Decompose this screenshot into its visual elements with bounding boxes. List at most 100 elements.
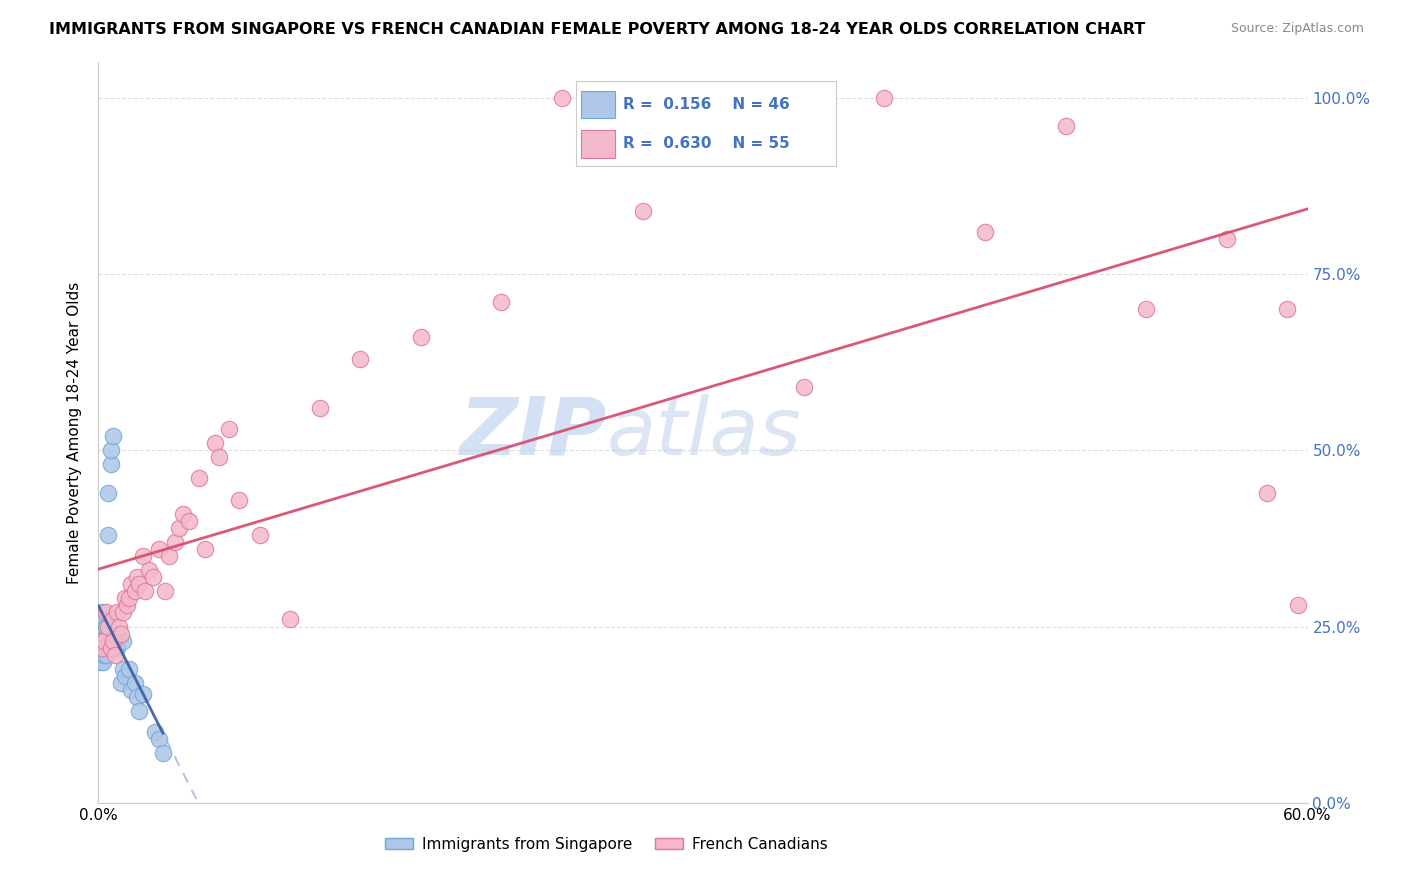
Point bbox=[148, 541, 170, 556]
Point bbox=[89, 612, 111, 626]
Point bbox=[90, 630, 112, 644]
Point bbox=[100, 640, 122, 655]
Point bbox=[114, 591, 136, 606]
Point bbox=[208, 450, 231, 465]
Point bbox=[1135, 302, 1157, 317]
Text: atlas: atlas bbox=[606, 393, 801, 472]
Point bbox=[93, 633, 115, 648]
Point bbox=[1216, 232, 1239, 246]
Point bbox=[124, 584, 146, 599]
Point bbox=[309, 401, 332, 415]
Point bbox=[103, 626, 125, 640]
Point bbox=[163, 535, 186, 549]
Point bbox=[111, 662, 134, 676]
Point bbox=[148, 732, 170, 747]
Point bbox=[94, 612, 117, 626]
Point bbox=[249, 528, 271, 542]
Point bbox=[172, 507, 194, 521]
Point bbox=[134, 584, 156, 599]
Point bbox=[143, 725, 166, 739]
Point bbox=[91, 633, 114, 648]
Point bbox=[107, 630, 129, 644]
Point bbox=[91, 623, 114, 637]
Point bbox=[90, 606, 112, 620]
Point bbox=[93, 626, 115, 640]
Point bbox=[93, 648, 115, 662]
Point bbox=[128, 577, 150, 591]
Point bbox=[167, 521, 190, 535]
Point bbox=[349, 351, 371, 366]
Point bbox=[93, 626, 115, 640]
Point bbox=[101, 633, 124, 648]
Point bbox=[128, 704, 150, 718]
Point bbox=[96, 619, 118, 633]
Point bbox=[90, 655, 112, 669]
Point bbox=[97, 619, 120, 633]
Point bbox=[89, 640, 111, 655]
Point bbox=[1054, 119, 1077, 133]
Point bbox=[107, 619, 129, 633]
Text: IMMIGRANTS FROM SINGAPORE VS FRENCH CANADIAN FEMALE POVERTY AMONG 18-24 YEAR OLD: IMMIGRANTS FROM SINGAPORE VS FRENCH CANA… bbox=[49, 22, 1146, 37]
Point bbox=[218, 422, 240, 436]
Point bbox=[105, 640, 128, 655]
Point bbox=[1277, 302, 1299, 317]
Point bbox=[100, 443, 122, 458]
Point bbox=[118, 591, 141, 606]
Point bbox=[105, 606, 128, 620]
Point bbox=[793, 380, 815, 394]
Point bbox=[142, 570, 165, 584]
Point bbox=[974, 225, 997, 239]
Point bbox=[103, 648, 125, 662]
Point bbox=[631, 203, 654, 218]
Point bbox=[118, 662, 141, 676]
Point bbox=[138, 563, 160, 577]
Point bbox=[409, 330, 432, 344]
Point bbox=[278, 612, 301, 626]
Text: ZIP: ZIP bbox=[458, 393, 606, 472]
Point bbox=[100, 458, 122, 472]
Point bbox=[1286, 599, 1309, 613]
Point bbox=[120, 683, 142, 698]
Point bbox=[90, 640, 112, 655]
Point bbox=[93, 633, 115, 648]
Point bbox=[132, 549, 155, 563]
Point bbox=[110, 626, 132, 640]
Point bbox=[132, 686, 155, 700]
Point bbox=[194, 541, 217, 556]
Point bbox=[89, 619, 111, 633]
Point bbox=[91, 612, 114, 626]
Point bbox=[103, 640, 125, 655]
Point bbox=[124, 676, 146, 690]
Point bbox=[114, 669, 136, 683]
Point bbox=[96, 648, 118, 662]
Point bbox=[89, 648, 111, 662]
Point bbox=[101, 612, 124, 626]
Point bbox=[179, 514, 201, 528]
Point bbox=[91, 648, 114, 662]
Point bbox=[97, 528, 120, 542]
Point bbox=[157, 549, 180, 563]
Legend: Immigrants from Singapore, French Canadians: Immigrants from Singapore, French Canadi… bbox=[380, 830, 834, 858]
Point bbox=[111, 633, 134, 648]
Point bbox=[89, 633, 111, 648]
Text: Source: ZipAtlas.com: Source: ZipAtlas.com bbox=[1230, 22, 1364, 36]
Point bbox=[111, 606, 134, 620]
Point bbox=[115, 599, 138, 613]
Point bbox=[152, 747, 174, 761]
Point bbox=[91, 655, 114, 669]
Point bbox=[93, 637, 115, 651]
Point bbox=[89, 633, 111, 648]
Point bbox=[551, 91, 574, 105]
Point bbox=[153, 584, 176, 599]
Point bbox=[491, 295, 513, 310]
Point bbox=[89, 623, 111, 637]
Point bbox=[110, 676, 132, 690]
Point bbox=[873, 91, 896, 105]
Point bbox=[96, 606, 118, 620]
Point bbox=[125, 570, 148, 584]
Point bbox=[97, 485, 120, 500]
Point bbox=[188, 471, 211, 485]
Point bbox=[96, 630, 118, 644]
Point bbox=[228, 492, 250, 507]
Point bbox=[125, 690, 148, 704]
